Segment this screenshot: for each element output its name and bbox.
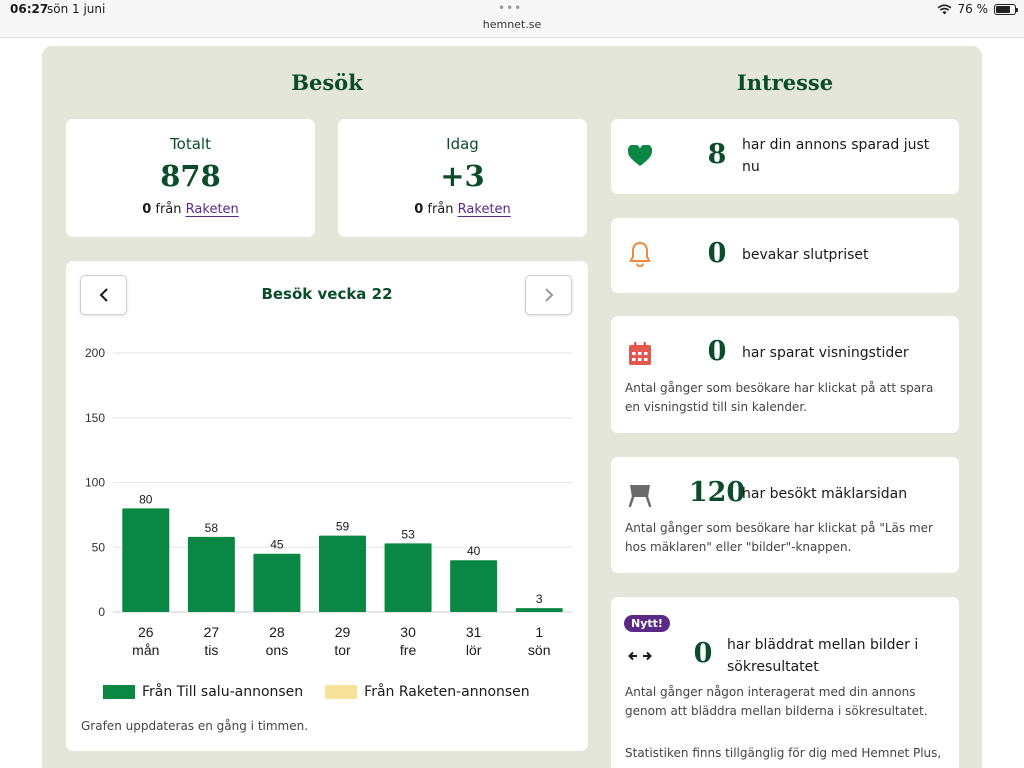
today-raketen-line: 0 från Raketen [338, 202, 587, 217]
date: sön 1 juni [47, 2, 106, 16]
interest-card-viewing-times: 0 har sparat visningstider Antal gånger … [611, 316, 959, 433]
interest-card-image-browsing: Nytt! 0 har bläddrat mellan bilder i sök… [611, 597, 959, 768]
today-raketen-count: 0 [414, 202, 424, 217]
today-label: Idag [446, 135, 479, 153]
viewing-times-count: 0 [707, 336, 727, 367]
x-tick-weekday: fre [400, 642, 417, 658]
today-raketen-from: från [427, 202, 454, 217]
legend-item-raketen: Från Raketen-annonsen [325, 684, 530, 700]
bar [515, 608, 563, 612]
chevron-right-icon [544, 288, 553, 302]
legend-item-till-salu: Från Till salu-annonsen [103, 684, 303, 700]
image-browsing-description: Antal gånger någon interagerat med din a… [625, 685, 928, 718]
heart-icon [626, 142, 654, 170]
more-dots-icon[interactable]: ••• [498, 1, 523, 15]
image-browsing-text: har bläddrat mellan bilder i sökresultat… [727, 637, 919, 675]
x-tick-day: 26 [138, 624, 154, 640]
y-tick-label: 0 [98, 605, 105, 619]
x-tick-day: 28 [269, 624, 285, 640]
total-value: 878 [160, 159, 221, 193]
new-badge: Nytt! [624, 615, 670, 632]
calendar-icon [626, 340, 654, 368]
x-tick-day: 27 [204, 624, 220, 640]
total-visits-card: Totalt 878 0 från Raketen [66, 119, 315, 237]
y-tick-label: 200 [85, 346, 105, 360]
x-tick-day: 29 [335, 624, 351, 640]
battery-icon [994, 3, 1018, 15]
image-browsing-count: 0 [693, 638, 713, 669]
bar-data-label: 45 [270, 538, 284, 552]
bar-data-label: 3 [536, 592, 543, 606]
today-visits-card: Idag +3 0 från Raketen [338, 119, 587, 237]
wifi-icon [937, 4, 951, 14]
bar-data-label: 40 [467, 544, 481, 558]
bar [253, 553, 301, 612]
total-raketen-from: från [155, 202, 182, 217]
clock: 06:27 [10, 2, 49, 16]
y-tick-label: 50 [92, 540, 106, 554]
total-raketen-count: 0 [142, 202, 152, 217]
x-tick-day: 1 [535, 624, 543, 640]
today-raketen-link[interactable]: Raketen [457, 202, 511, 217]
bar [384, 543, 432, 612]
total-raketen-link[interactable]: Raketen [185, 202, 239, 217]
x-tick-weekday: lör [466, 642, 482, 658]
visits-title: Besök [291, 70, 363, 95]
bar [319, 535, 366, 612]
x-tick-weekday: tis [204, 642, 218, 658]
y-tick-label: 100 [85, 476, 105, 490]
total-label: Totalt [170, 135, 211, 153]
weekly-visits-chart-card: 0 50 100 150 200 80 26 mån 58 27 tis 45 28 ons 59 29 tor… [66, 261, 588, 751]
broker-page-description: Antal gånger som besökare har klickat på… [625, 521, 933, 554]
bar-chart: 0 50 100 150 200 80 26 mån 58 27 tis 45 28 ons 59 29 tor… [85, 346, 572, 658]
chart-title: Besök vecka 22 [261, 285, 393, 303]
today-value: +3 [440, 159, 485, 193]
legend-swatch [325, 685, 358, 699]
hemnet-plus-note: Statistiken finns tillgänglig för dig me… [625, 746, 942, 760]
total-raketen-line: 0 från Raketen [66, 202, 315, 217]
bell-icon [626, 240, 654, 268]
x-tick-weekday: mån [132, 642, 159, 658]
broker-page-count: 120 [688, 477, 746, 508]
legend-label: Från Till salu-annonsen [142, 684, 304, 700]
x-tick-weekday: sön [528, 642, 551, 658]
chart-legend: Från Till salu-annonsen Från Raketen-ann… [103, 684, 552, 700]
previous-week-button[interactable] [80, 275, 127, 315]
bar [450, 560, 498, 612]
bar-data-label: 53 [401, 527, 415, 541]
bar [122, 508, 170, 612]
bar-data-label: 80 [139, 492, 153, 506]
legend-label: Från Raketen-annonsen [364, 684, 530, 700]
final-price-watch-count: 0 [707, 238, 727, 269]
bar-data-label: 58 [205, 521, 219, 535]
saved-text: har din annons sparad just nu [742, 137, 930, 175]
legend-swatch [103, 685, 135, 699]
chevron-left-icon [99, 288, 108, 302]
bar [187, 536, 235, 612]
x-tick-weekday: tor [334, 642, 351, 658]
interest-card-saved: 8 har din annons sparad just nu [611, 119, 959, 194]
url-bar[interactable]: hemnet.se [482, 18, 542, 31]
viewing-times-description: Antal gånger som besökare har klickat på… [625, 381, 934, 414]
status-bar: 06:27 sön 1 juni ••• hemnet.se 76 % [0, 0, 1024, 38]
x-tick-day: 31 [466, 624, 482, 640]
next-week-button[interactable] [525, 275, 572, 315]
final-price-text: bevakar slutpriset [742, 247, 869, 263]
interest-card-broker-page: 120 har besökt mäklarsidan Antal gånger … [611, 457, 959, 573]
viewing-times-text: har sparat visningstider [742, 345, 909, 361]
interest-card-final-price: 0 bevakar slutpriset [611, 218, 959, 293]
broker-page-text: har besökt mäklarsidan [742, 486, 908, 502]
saved-count: 8 [707, 139, 727, 170]
broker-sign-icon [626, 481, 654, 509]
swap-arrows-icon [626, 642, 654, 670]
chart-update-note: Grafen uppdateras en gång i timmen. [81, 719, 309, 733]
bar-data-label: 59 [336, 520, 350, 534]
y-tick-label: 150 [85, 411, 105, 425]
battery-percent: 76 % [957, 2, 989, 16]
x-tick-day: 30 [400, 624, 416, 640]
x-tick-weekday: ons [266, 642, 289, 658]
interest-title: Intresse [736, 70, 834, 95]
